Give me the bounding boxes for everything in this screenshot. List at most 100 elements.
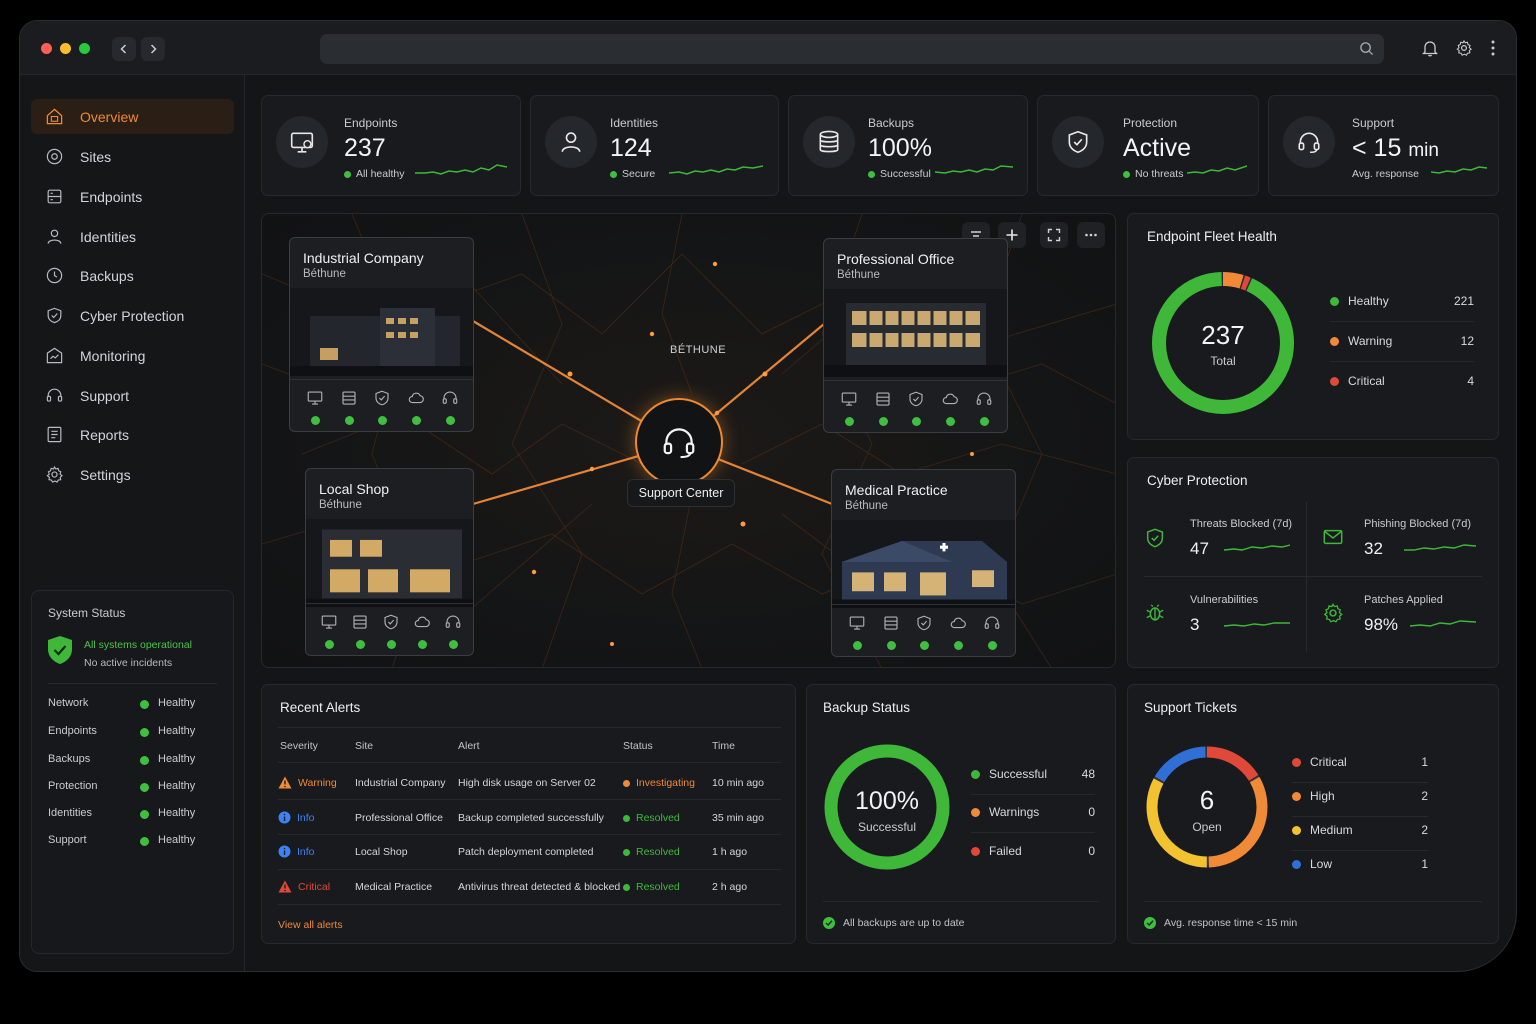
legend-label: Warnings [989,805,1040,819]
more-horizontal-icon [1085,233,1097,237]
cyber-cell-phishing-blocked[interactable]: Phishing Blocked (7d) 32 [1322,518,1482,568]
kpi-sub-text: All healthy [356,168,405,180]
kpi-card-protection[interactable]: Protection Active No threats [1037,95,1259,196]
report-icon [47,426,62,443]
status-dot [954,641,963,650]
site-card-professional-office[interactable]: Professional Office Béthune [823,238,1008,433]
cyber-value: 32 [1364,539,1383,558]
headset-icon [445,615,461,628]
site-location: Béthune [837,269,880,281]
status-dot [623,814,630,822]
tickets-center-label: Open [1192,820,1222,834]
donut-segment-healthy [1152,272,1294,414]
kpi-value: 124 [610,134,652,162]
divider [823,901,1099,902]
sidebar-item-support[interactable]: Support [31,378,234,413]
sidebar-item-overview[interactable]: Overview [31,99,234,134]
site-photo [832,520,1015,608]
site-name: Local Shop [319,481,390,497]
legend-value: 0 [1088,844,1095,858]
site-photo [290,288,473,376]
legend-label: Low [1310,857,1333,871]
column-header-status[interactable]: Status [623,740,653,752]
site-card-local-shop[interactable]: Local Shop Béthune [305,468,474,656]
cyber-cell-patches-applied[interactable]: Patches Applied 98% [1322,594,1482,644]
status-label: Resolved [636,812,680,824]
kpi-card-endpoints[interactable]: Endpoints 237 All healthy [261,95,521,196]
kpi-sub: Secure [610,168,655,180]
cloud-icon [950,617,966,629]
shield-check-icon [1068,130,1088,154]
legend-dot [1330,297,1339,306]
sidebar-item-reports[interactable]: Reports [31,417,234,452]
kpi-card-support[interactable]: Support < 15 min Avg. response [1268,95,1499,196]
card-title: Endpoint Fleet Health [1147,229,1277,244]
cyber-cell-threats-blocked[interactable]: Threats Blocked (7d) 47 [1144,518,1294,568]
address-bar[interactable] [320,34,1384,64]
check-icon [823,917,835,929]
column-header-site[interactable]: Site [355,740,374,752]
status-dot [868,170,875,178]
critical-icon [278,880,292,893]
status-dot [418,640,427,649]
column-header-time[interactable]: Time [712,740,735,752]
support-center-hub[interactable] [635,398,723,486]
more-vertical-icon[interactable] [1490,39,1496,57]
cyber-value: 98% [1364,615,1399,634]
legend-dot [971,770,980,779]
minimize-window-button[interactable] [60,43,71,54]
view-all-alerts-link[interactable]: View all alerts [278,919,343,931]
site-name: Medical Practice [845,482,948,498]
sidebar-item-monitoring[interactable]: Monitoring [31,338,234,373]
database-icon [884,616,898,630]
site-card-medical-practice[interactable]: Medical Practice Béthune [831,469,1016,657]
sidebar-item-settings[interactable]: Settings [31,457,234,492]
bell-icon[interactable] [1422,39,1438,57]
sites-map[interactable]: BÉTHUNE Support Center Industrial Compan… [261,213,1116,668]
fullscreen-button[interactable] [1040,222,1068,248]
severity-cell: Info [278,811,315,824]
status-dot [449,640,458,649]
fleet-donut-chart [1152,272,1294,414]
time-cell: 35 min ago [712,812,764,824]
sidebar-item-label: Reports [80,426,130,443]
status-row-support: Support Healthy [48,834,221,852]
donut-segment-warning [1152,272,1294,414]
column-header-alert[interactable]: Alert [458,740,480,752]
kpi-label: Identities [610,116,659,130]
search-icon[interactable] [1359,41,1374,56]
cyber-cell-vulnerabilities[interactable]: Vulnerabilities 3 [1144,594,1294,644]
back-button[interactable] [112,37,136,61]
backup-donut-chart [824,744,950,870]
sidebar-item-endpoints[interactable]: Endpoints [31,179,234,214]
card-title: Support Tickets [1144,700,1238,715]
kpi-card-identities[interactable]: Identities 124 Secure [530,95,779,196]
maximize-window-button[interactable] [79,43,90,54]
status-dot [887,641,896,650]
sidebar-item-label: Sites [80,148,112,165]
map-more-button[interactable] [1077,222,1105,248]
sidebar-item-identities[interactable]: Identities [31,219,234,254]
status-dot [946,417,955,426]
gear-icon[interactable] [1455,39,1473,57]
column-header-severity[interactable]: Severity [280,740,318,752]
legend-value: 1 [1421,755,1428,769]
legend-successful: Successful 48 [971,767,1095,795]
kpi-icon-wrap [276,116,328,168]
sidebar-item-backups[interactable]: Backups [31,258,234,293]
status-name: Backups [48,753,91,765]
sidebar-item-sites[interactable]: Sites [31,139,234,174]
chevron-left-icon [120,44,127,54]
site-card-industrial-company[interactable]: Industrial Company Béthune [289,237,474,432]
site-cell: Medical Practice [355,881,433,893]
kpi-value-prefix: < 15 [1352,134,1402,162]
close-window-button[interactable] [41,43,52,54]
sidebar-item-cyber-protection[interactable]: Cyber Protection [31,298,234,333]
forward-button[interactable] [141,37,165,61]
sidebar-item-label: Settings [80,466,131,483]
backup-center-value: 100% [855,787,919,815]
site-cell: Industrial Company [355,777,446,789]
database-icon [353,615,367,629]
legend-dot [1292,826,1301,835]
kpi-card-backups[interactable]: Backups 100% Successful [788,95,1028,196]
